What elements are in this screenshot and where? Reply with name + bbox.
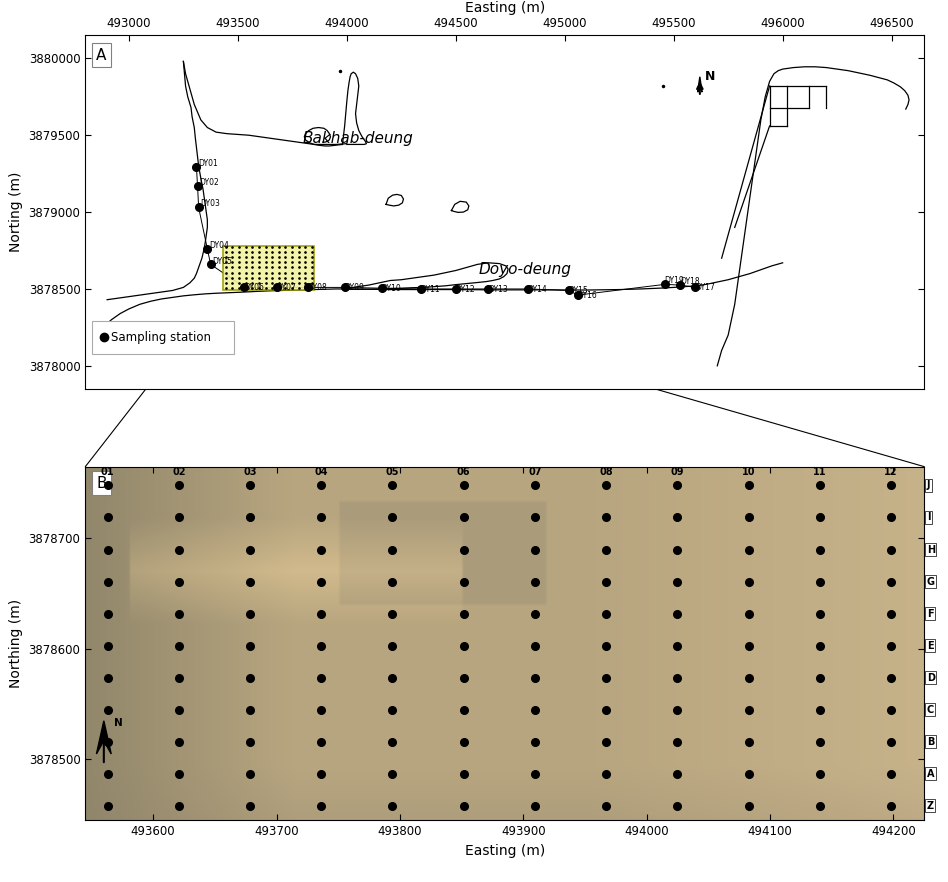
Text: 03: 03 [244, 467, 257, 476]
X-axis label: Easting (m): Easting (m) [465, 1, 545, 15]
Text: Bakhab-deung: Bakhab-deung [302, 131, 413, 146]
Text: DY02: DY02 [199, 177, 219, 187]
Text: E: E [927, 640, 934, 651]
Text: G: G [927, 577, 935, 587]
Text: 06: 06 [457, 467, 470, 476]
Polygon shape [698, 77, 702, 92]
Text: DY16: DY16 [577, 291, 597, 300]
Text: 07: 07 [528, 467, 541, 476]
Text: N: N [705, 70, 716, 83]
Text: 10: 10 [741, 467, 756, 476]
Text: DY03: DY03 [200, 199, 220, 208]
Bar [92, 321, 233, 354]
Text: N: N [114, 718, 122, 729]
Text: B: B [927, 736, 934, 747]
Text: D: D [927, 673, 935, 683]
Text: DY04: DY04 [210, 241, 229, 250]
X-axis label: Easting (m): Easting (m) [465, 844, 545, 857]
Text: DY05: DY05 [212, 257, 232, 265]
Text: Sampling station: Sampling station [112, 331, 211, 344]
Text: 12: 12 [884, 467, 898, 476]
Text: H: H [927, 544, 935, 555]
Text: J: J [927, 481, 930, 490]
Bar [223, 246, 314, 290]
Text: DY15: DY15 [569, 287, 589, 295]
Text: DY08: DY08 [307, 283, 327, 292]
Text: A: A [927, 769, 935, 779]
Text: 11: 11 [813, 467, 827, 476]
Text: 01: 01 [100, 467, 115, 476]
Y-axis label: Northing (m): Northing (m) [9, 599, 23, 688]
Text: Doyo-deung: Doyo-deung [479, 262, 572, 277]
Text: F: F [927, 609, 934, 618]
Text: DY11: DY11 [421, 285, 440, 294]
Y-axis label: Norting (m): Norting (m) [9, 172, 23, 252]
Text: 04: 04 [315, 467, 328, 476]
Text: B: B [97, 475, 107, 490]
Text: A: A [97, 48, 106, 63]
Text: 02: 02 [172, 467, 186, 476]
Text: 05: 05 [386, 467, 399, 476]
Text: C: C [927, 705, 934, 714]
Polygon shape [97, 721, 111, 754]
Text: 09: 09 [670, 467, 684, 476]
Text: DY12: DY12 [455, 285, 475, 294]
Text: DY13: DY13 [488, 285, 508, 294]
Text: DY01: DY01 [198, 160, 218, 168]
Text: I: I [927, 512, 930, 522]
Text: DY10: DY10 [381, 284, 401, 293]
Text: Z: Z [927, 801, 934, 811]
Text: DY18: DY18 [680, 277, 700, 286]
Text: DY09: DY09 [344, 283, 364, 292]
Text: DY07: DY07 [277, 283, 297, 292]
Text: 08: 08 [599, 467, 613, 476]
Text: DY06: DY06 [244, 283, 264, 292]
Text: DY19: DY19 [665, 276, 684, 285]
Text: DY14: DY14 [527, 285, 547, 294]
Text: DY17: DY17 [695, 283, 715, 292]
